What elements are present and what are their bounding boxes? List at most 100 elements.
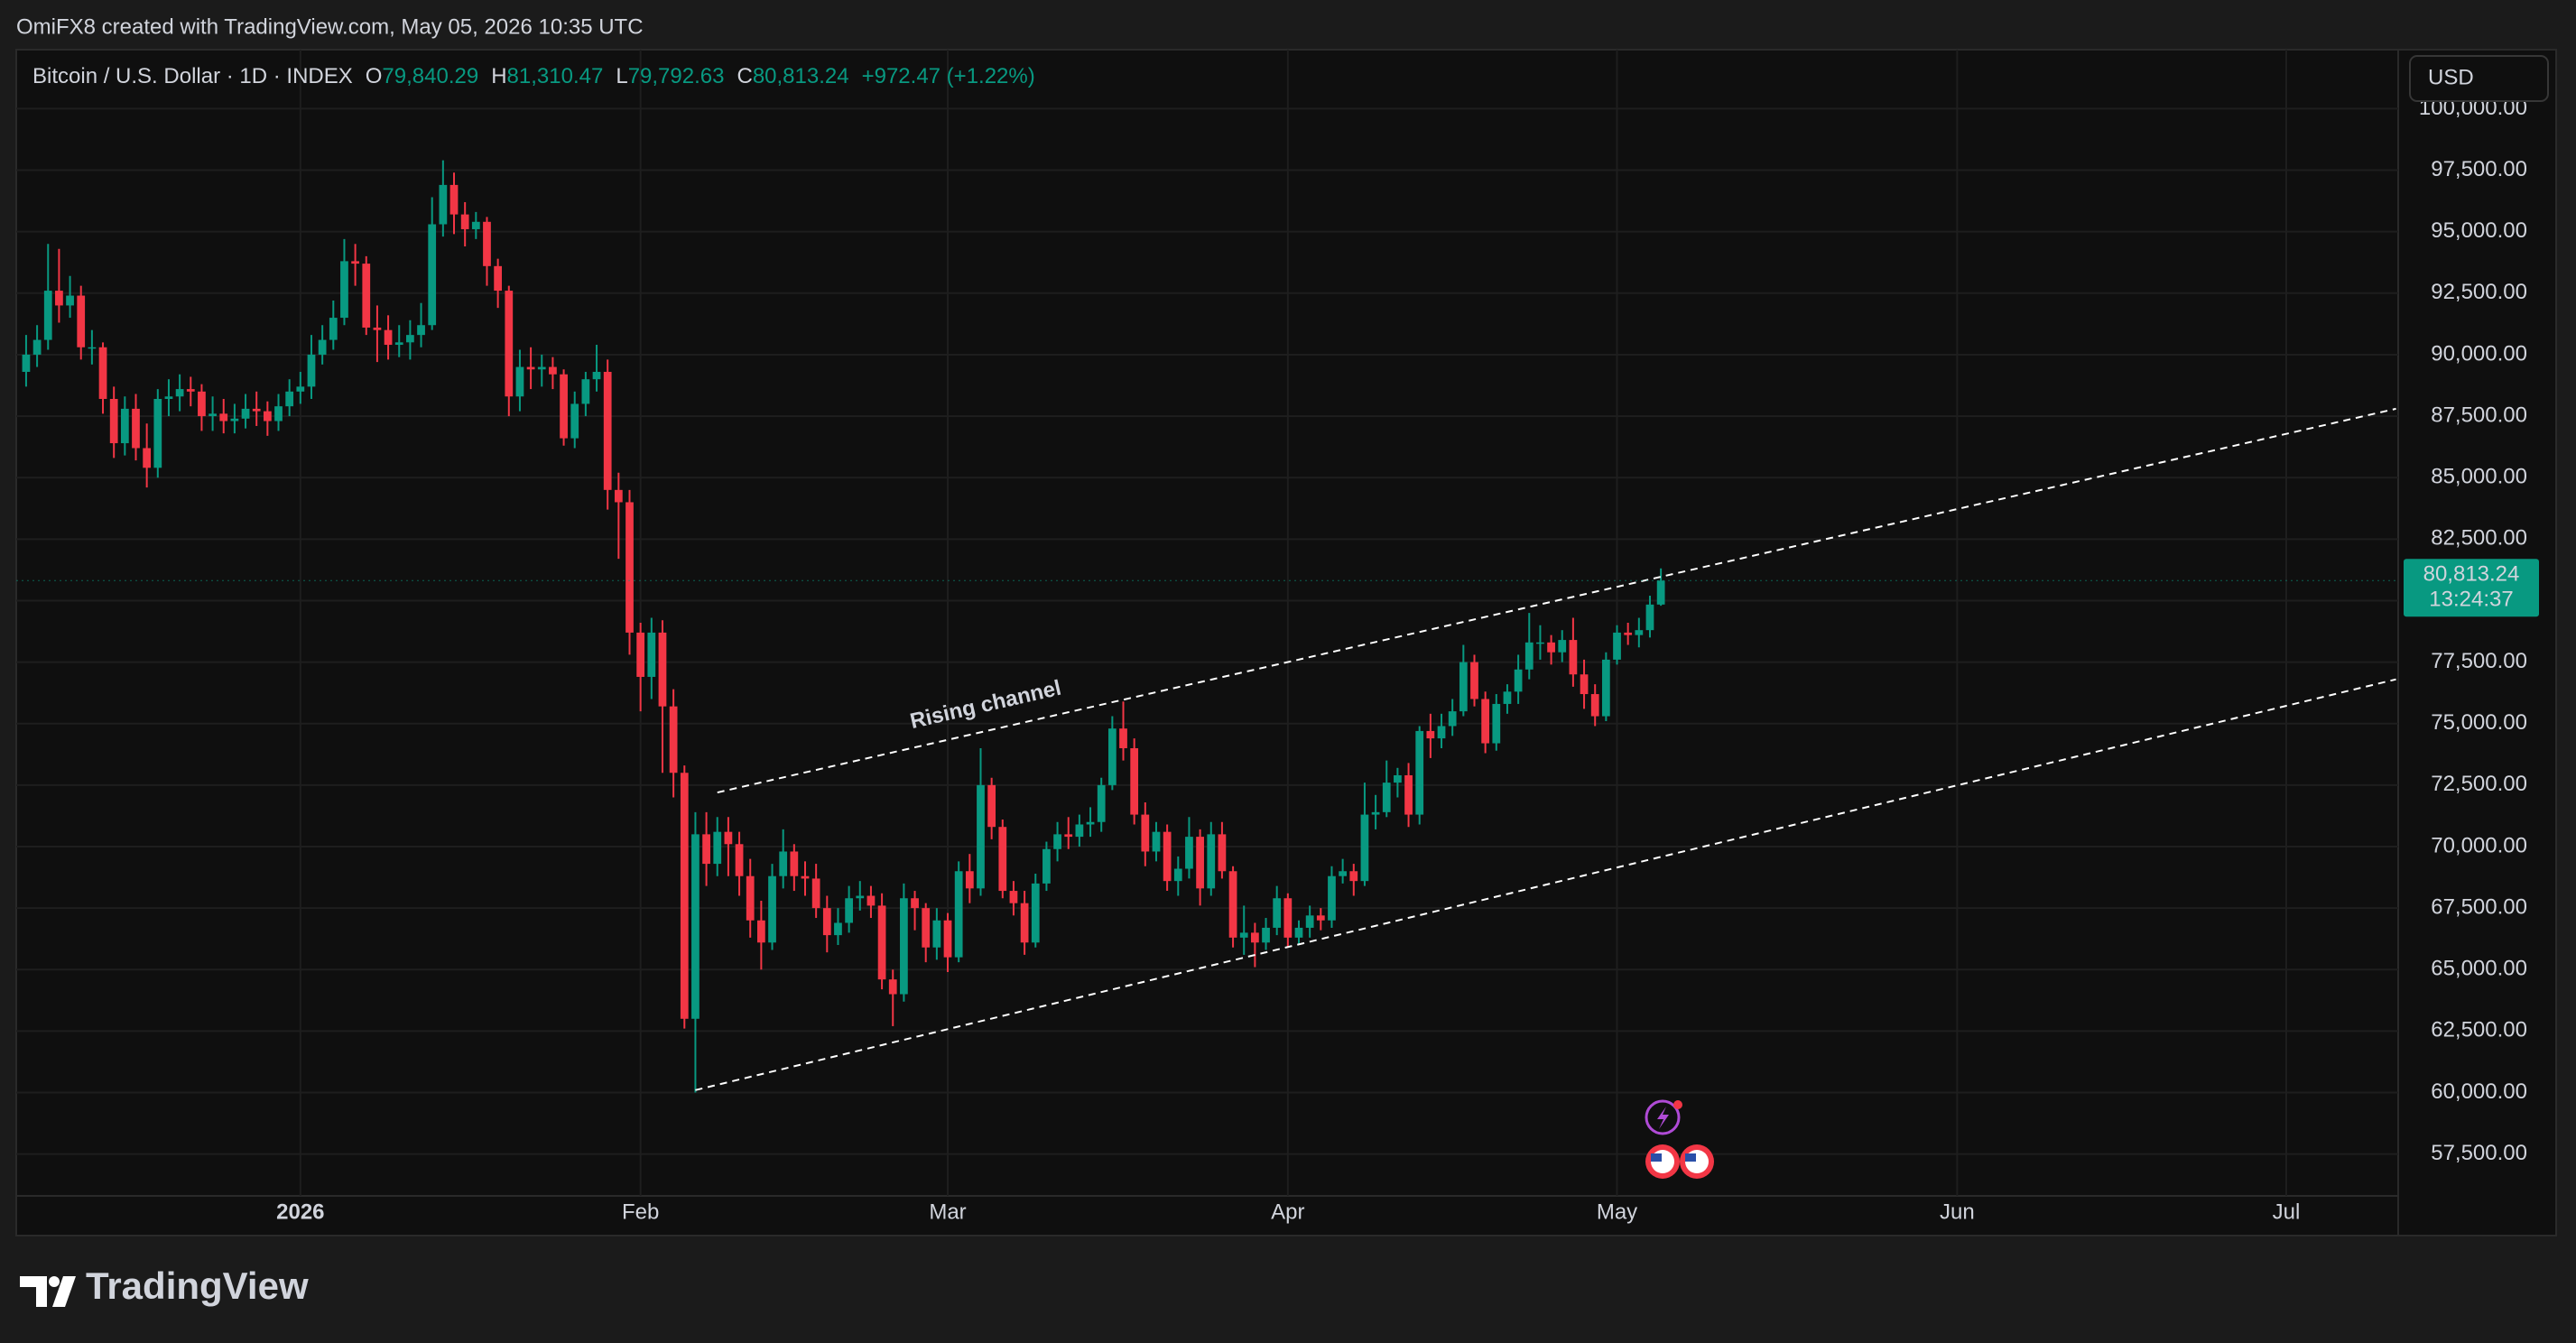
candle-body [340,261,348,319]
candle-body [1239,932,1248,938]
candle-body [1305,915,1314,928]
candle-body [1426,730,1435,739]
candle-body [1020,903,1029,943]
candle-body [186,389,195,392]
y-tick-label: 97,500.00 [2431,157,2527,181]
candle-body [790,851,799,876]
candle-body [1601,659,1610,717]
candle-body [756,920,765,943]
candle-body [318,339,327,355]
candle-body [208,413,217,417]
candle-body [987,784,996,828]
candle-body [55,291,63,306]
legend-label: O [366,64,383,88]
candle-body [120,408,129,444]
candle-body [252,408,261,412]
candle-body [1613,632,1621,660]
y-tick-label: 65,000.00 [2431,957,2527,981]
countdown-label: 13:24:37 [2429,588,2513,612]
candle-body [219,413,228,421]
candle-body [153,398,162,468]
candle-body [1624,632,1633,635]
candle-body [143,448,152,468]
candle-body [1097,784,1106,822]
candle-body [417,325,425,336]
candle-body [1569,640,1578,675]
candle-body [669,706,678,773]
candle-body [1119,728,1127,748]
candle-body [1394,774,1402,783]
candle-body [32,339,42,355]
y-tick-label: 60,000.00 [2431,1079,2527,1104]
candle-body [164,396,173,399]
candle-body [1042,848,1051,884]
candle-body [943,920,952,958]
candle-body [834,922,842,936]
candle-body [1064,834,1073,838]
candle-body [329,318,338,340]
candle-body [1514,669,1523,692]
flag-canton [1685,1153,1696,1162]
candle-body [691,834,700,1019]
candle-body [1371,811,1380,815]
last-price-box [2404,559,2539,617]
candle-body [1273,898,1282,928]
candle-body [856,895,865,899]
chart-legend: Bitcoin / U.S. Dollar · 1D · INDEX O79,84… [32,64,1035,88]
candle-body [460,214,469,229]
currency-button[interactable] [2409,55,2549,102]
event-icons [1645,1099,1714,1179]
legend-value: 81,310.47 [507,64,604,88]
lightning [1657,1107,1669,1129]
candle-body [965,871,974,889]
candle-body [614,489,623,503]
x-tick-label: Jul [2273,1199,2301,1224]
y-tick-label: 82,500.00 [2431,526,2527,551]
legend-value: 79,840.29 [382,64,478,88]
y-tick-label: 95,000.00 [2431,218,2527,243]
flag-canton [1651,1153,1662,1162]
y-tick-label: 62,500.00 [2431,1018,2527,1042]
candle-body [560,374,568,439]
candle-body [822,908,831,936]
event-dot [1673,1100,1682,1109]
candle-body [911,898,919,909]
candle-body [1459,662,1468,712]
candle-body [1415,730,1424,815]
candle-body [1228,871,1237,938]
candle-body [1328,875,1336,921]
candle-body [1448,711,1457,727]
candle-body [779,851,788,876]
candles [22,160,1665,1093]
candle-body [351,261,359,264]
logo-part [52,1276,76,1307]
candle-body [1107,728,1117,785]
candle-body [1404,774,1413,815]
candle-body [406,335,414,343]
chart-frame [15,49,2557,1236]
candle-body [811,878,820,909]
candle-body [449,184,459,215]
symbol: Bitcoin / U.S. Dollar · 1D · INDEX [32,64,353,88]
axes: 57,500.00 60,000.00 62,500.00 65,000.00 67,5… [276,96,2539,1224]
candle-body [1580,674,1589,695]
channel-line [717,407,2396,794]
candle-body [109,398,118,444]
candle-body [570,403,579,439]
candle-body [537,366,546,370]
y-tick-label: 75,000.00 [2431,710,2527,735]
candle-body [1645,604,1654,631]
candle-body [977,784,985,889]
candle-body [636,632,645,677]
currency-button-label[interactable]: USD [2428,65,2474,89]
page-header: OmiFX8 created with TradingView.com, May… [16,14,644,39]
candle-body [1524,642,1534,670]
candle-body [1031,883,1040,943]
candle-body [307,354,316,387]
candle-body [724,831,733,845]
candle-body [471,221,480,229]
candle-body [1251,932,1259,943]
candle-body [274,406,283,421]
candle-body [1536,642,1544,644]
candle-body [1558,640,1567,653]
